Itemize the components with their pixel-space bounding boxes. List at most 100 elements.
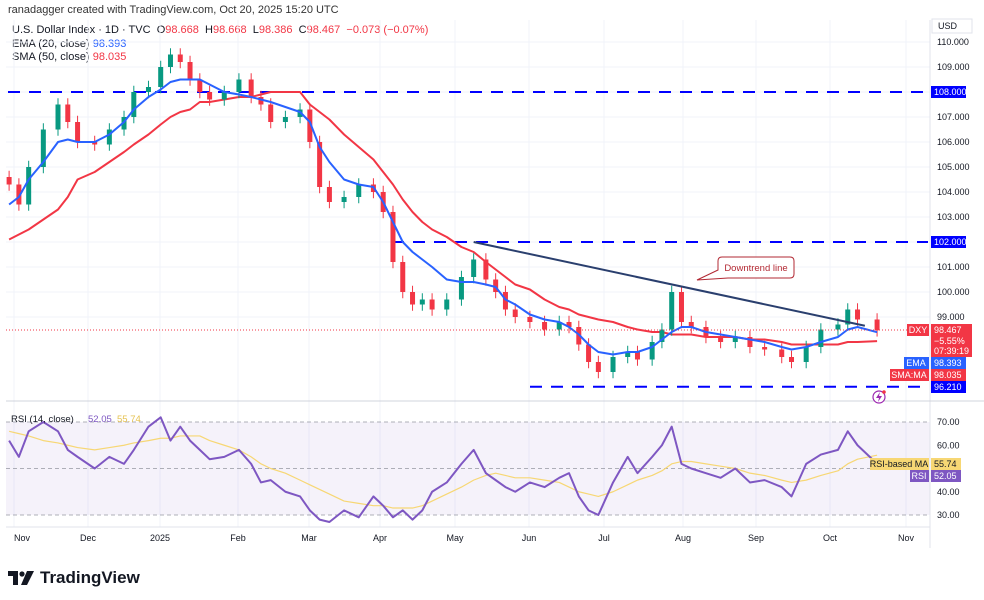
- time-axis[interactable]: Nov Dec 2025 Feb Mar Apr May Jun Jul Aug Sep Oct Nov: [14, 533, 914, 543]
- candle-body: [634, 352, 640, 360]
- last-price-text: 98.467: [934, 325, 962, 335]
- price-tick-label: 100.000: [937, 287, 970, 297]
- price-axis[interactable]: 110.000 109.000 107.000 106.000 105.000 104.0…: [931, 37, 970, 322]
- rsi-levels: [6, 421, 930, 516]
- symbol-title[interactable]: U.S. Dollar Index · 1D · TVC: [12, 24, 151, 36]
- price-tick-label: 103.000: [937, 212, 970, 222]
- candle-body: [779, 349, 785, 357]
- candle-body: [678, 292, 684, 322]
- level-badge: [931, 236, 966, 248]
- time-tick-label: May: [446, 533, 464, 543]
- downtrend-line[interactable]: [473, 241, 866, 327]
- horizontal-levels[interactable]: [8, 91, 928, 388]
- countdown-text: 07:39:19: [934, 346, 969, 356]
- level-badge: [931, 86, 966, 98]
- time-tick-label: Nov: [898, 533, 915, 543]
- candle-body: [527, 317, 533, 322]
- currency-box[interactable]: [931, 18, 973, 34]
- rsi-ma-value-text: 55.74: [934, 459, 957, 469]
- time-tick-label: Oct: [823, 533, 838, 543]
- candle-body: [502, 292, 508, 310]
- candle-body: [326, 187, 332, 202]
- rsi-ma-value-badge: [931, 458, 961, 470]
- candle-body: [187, 62, 193, 80]
- sma-line: [8, 91, 878, 346]
- rsi-ma-legend-value: 55.74: [117, 414, 141, 425]
- time-tick-label: Dec: [80, 533, 97, 543]
- candle-body: [400, 262, 406, 292]
- change-value: −0.073 (−0.07%): [346, 24, 429, 36]
- ohlc-legend: U.S. Dollar Index · 1D · TVC O98.668 H 98…: [12, 24, 428, 36]
- candle-body: [595, 362, 601, 372]
- logo-text: TradingView: [40, 568, 140, 587]
- candle-body: [512, 309, 518, 317]
- candle-body: [845, 309, 851, 325]
- candle-body: [688, 322, 694, 327]
- candle-body: [268, 104, 274, 122]
- candle-body: [419, 299, 425, 305]
- rsi-ma-line: [8, 430, 878, 509]
- candle-body: [221, 92, 227, 100]
- rsi-legend-value: 52.05: [88, 414, 112, 425]
- last-price-badge: [931, 324, 972, 357]
- rsi-ma-badge-text: RSI-based MA: [870, 459, 929, 469]
- time-tick-label: Jul: [598, 533, 610, 543]
- low-value: 98.386: [258, 24, 293, 36]
- candle-body: [732, 337, 738, 342]
- candle-body: [835, 324, 841, 330]
- candle-body: [566, 322, 572, 327]
- level-badge-text: 108.000: [934, 87, 967, 97]
- callout-bubble: [696, 256, 795, 281]
- candle-body: [410, 292, 416, 305]
- support-level-text: 96.210: [934, 382, 962, 392]
- candle-body: [803, 347, 809, 362]
- candle-body: [429, 299, 435, 310]
- symbol-badge: [907, 324, 929, 336]
- sma-badge: [890, 369, 929, 381]
- tradingview-logo-icon: [8, 571, 34, 585]
- high-label: H: [205, 24, 213, 36]
- rsi-axis[interactable]: 70.00 60.00 40.00 30.00: [937, 417, 960, 520]
- ema20-line: [8, 78, 878, 356]
- rsi-value-text: 52.05: [934, 471, 957, 481]
- sma-legend[interactable]: SMA (50, close) 98.035: [12, 51, 126, 63]
- price-tick-label: 109.000: [937, 62, 970, 72]
- candle-body: [586, 344, 592, 362]
- candle-body: [483, 259, 489, 280]
- candle-body: [177, 54, 183, 62]
- candle-body: [65, 104, 71, 122]
- candle-body: [390, 212, 396, 262]
- open-value: 98.668: [165, 24, 199, 36]
- candle-body: [542, 322, 548, 330]
- candle-body: [106, 129, 112, 145]
- close-value: 98.467: [306, 24, 341, 36]
- price-tick-label: 104.000: [937, 187, 970, 197]
- lightning-icon[interactable]: [872, 390, 886, 404]
- rsi-badge: [910, 470, 929, 482]
- sma-value-badge: [931, 369, 966, 381]
- ema-legend[interactable]: EMA (20, close) 98.393: [12, 38, 126, 50]
- ema-line: [8, 78, 878, 356]
- candle-body: [625, 352, 631, 357]
- candle-body: [659, 329, 665, 342]
- rsi-badge-text: RSI: [911, 471, 926, 481]
- sma-legend-label: SMA (50, close): [12, 51, 90, 63]
- candle-body: [145, 87, 151, 92]
- candle-body: [471, 259, 477, 277]
- ema-badge-text: EMA: [906, 358, 926, 368]
- rsi-ma-badge: [870, 458, 929, 470]
- price-tick-label: 110.000: [937, 37, 969, 47]
- tradingview-logo[interactable]: TradingView: [8, 568, 140, 588]
- downtrend-callout[interactable]: Downtrend line: [696, 256, 795, 281]
- rsi-lines: [8, 416, 878, 523]
- candle-body: [718, 337, 724, 342]
- price-tick-label: 106.000: [937, 137, 970, 147]
- level-badge-text: 102.000: [934, 237, 967, 247]
- rsi-line: [8, 416, 878, 523]
- candle-body: [855, 309, 861, 320]
- candle-body: [207, 92, 213, 100]
- callout-text: Downtrend line: [724, 263, 787, 274]
- rsi-tick-label: 70.00: [937, 417, 960, 427]
- candle-body: [248, 79, 254, 97]
